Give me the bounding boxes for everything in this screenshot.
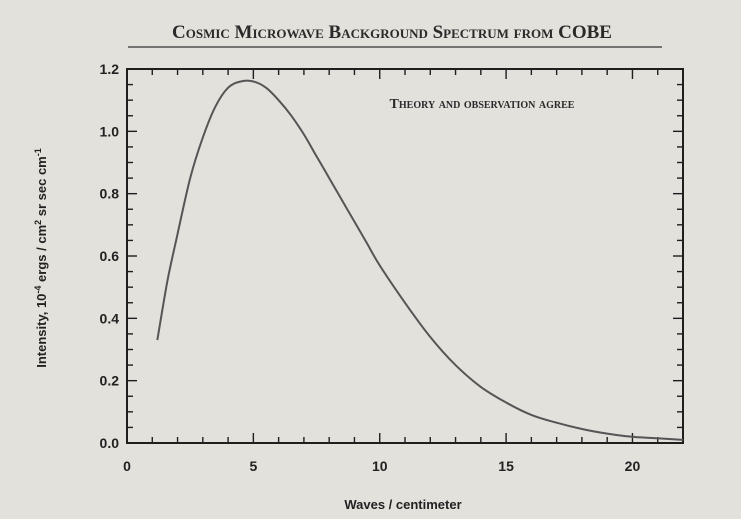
x-axis-label: Waves / centimeter: [344, 497, 461, 512]
spectrum-curve: [156, 79, 684, 441]
y-tick-label: 0.2: [100, 373, 120, 389]
y-axis-label-part3: sr sec cm: [34, 156, 49, 220]
x-tick-label: 10: [372, 458, 388, 474]
tick-marks: [126, 68, 684, 444]
x-tick-label: 5: [249, 458, 257, 474]
y-axis-label-sup1: -4: [33, 286, 43, 294]
y-tick-label: 0.4: [100, 310, 120, 326]
y-axis-label-sup3: -1: [33, 148, 43, 156]
x-tick-label: 15: [498, 458, 514, 474]
y-axis-label-part2: ergs / cm: [34, 225, 49, 286]
y-axis-label: Intensity, 10-4 ergs / cm2 sr sec cm-1: [33, 148, 49, 368]
y-tick-label: 0.8: [100, 186, 120, 202]
y-tick-labels: 0.0 0.2 0.4 0.6 0.8 1.0 1.2: [100, 61, 120, 451]
annotation-text: Theory and observation agree: [390, 97, 575, 112]
y-tick-label: 0.0: [100, 435, 120, 451]
x-tick-label: 20: [625, 458, 641, 474]
x-tick-labels: 0 5 10 15 20: [123, 458, 640, 474]
plot-frame: [126, 68, 684, 444]
chart-title: Cosmic Microwave Background Spectrum fro…: [172, 22, 612, 43]
x-tick-label: 0: [123, 458, 131, 474]
y-tick-label: 1.2: [100, 61, 120, 77]
y-axis-label-part1: Intensity, 10: [34, 294, 49, 368]
y-tick-label: 1.0: [100, 123, 120, 139]
y-tick-label: 0.6: [100, 248, 120, 264]
y-axis-label-sup2: 2: [33, 220, 43, 225]
